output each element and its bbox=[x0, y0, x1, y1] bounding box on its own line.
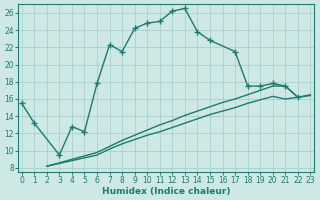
X-axis label: Humidex (Indice chaleur): Humidex (Indice chaleur) bbox=[102, 187, 230, 196]
